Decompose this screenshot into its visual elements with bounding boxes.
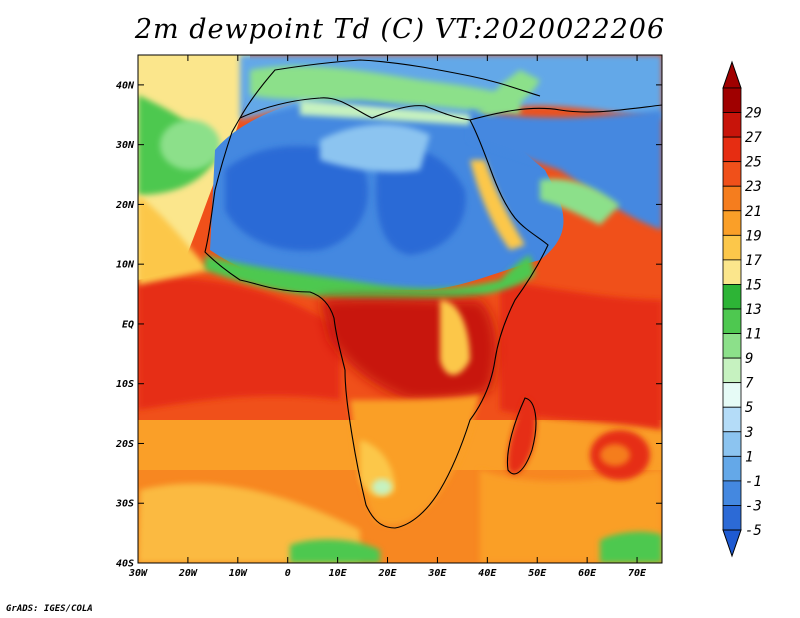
- lat-tick-label: 40S: [116, 559, 134, 570]
- colorbar-bottom-arrow: [722, 529, 742, 558]
- colorbar-label: -1: [745, 474, 762, 490]
- colorbar-swatch: [722, 259, 742, 285]
- colorbar-label: 11: [745, 327, 762, 343]
- lat-tick-label: 30S: [115, 499, 134, 510]
- colorbar-swatch: [722, 333, 742, 359]
- colorbar-label: 15: [745, 277, 762, 293]
- colorbar-swatch: [722, 112, 742, 138]
- lon-tick-label: 20E: [377, 568, 397, 579]
- lon-tick-label: 30E: [427, 568, 447, 579]
- colorbar-swatch: [722, 357, 742, 384]
- map-frame: [137, 54, 663, 564]
- colorbar-swatch: [722, 87, 742, 113]
- latitude-axis: 40N 30N 20N 10N EQ 10S 20S 30S 40S: [115, 80, 662, 570]
- lon-tick-label: 10E: [329, 568, 348, 579]
- lat-tick-label: 20N: [115, 200, 135, 211]
- lat-tick-label: 30N: [115, 140, 135, 151]
- lat-tick-label: 10S: [116, 379, 134, 390]
- colorbar-label: 3: [744, 425, 753, 441]
- colorbar-label: -3: [745, 498, 762, 514]
- lat-tick-label: 40N: [116, 80, 135, 91]
- longitude-axis: 30W 20W 10W 0 10E 20E 30E 40E 50E 60E 70E: [128, 55, 647, 579]
- colorbar-swatch: [722, 234, 742, 261]
- colorbar: 29 27 25 23 21 19 17 15 13 11 9 7 5 3 1 -1 -3 -5: [722, 60, 762, 558]
- colorbar-label: 1: [745, 449, 753, 465]
- colorbar-swatch: [722, 210, 742, 236]
- colorbar-swatch: [722, 431, 742, 457]
- colorbar-label: 21: [745, 204, 762, 220]
- lon-tick-label: 10W: [229, 568, 248, 579]
- colorbar-swatch: [722, 455, 742, 482]
- colorbar-swatch: [722, 136, 742, 163]
- lon-tick-label: 40E: [478, 568, 497, 579]
- colorbar-top-arrow: [722, 60, 742, 89]
- colorbar-swatch: [722, 284, 742, 310]
- colorbar-label: -5: [745, 523, 762, 539]
- colorbar-swatch: [722, 406, 742, 433]
- colorbar-label: 5: [745, 400, 753, 416]
- lat-tick-label: EQ: [122, 319, 134, 330]
- map-title: 2m dewpoint Td (C) VT:2020022206: [134, 14, 666, 45]
- dewpoint-field: [138, 55, 662, 563]
- colorbar-label: 13: [745, 302, 762, 318]
- lon-tick-label: 70E: [628, 568, 647, 579]
- lat-tick-label: 10N: [116, 260, 135, 271]
- lon-tick-label: 30W: [128, 568, 148, 579]
- colorbar-label: 17: [745, 253, 762, 269]
- lon-tick-label: 0: [285, 568, 291, 579]
- colorbar-swatch: [722, 185, 742, 212]
- colorbar-label: 27: [745, 130, 762, 146]
- colorbar-label: 7: [745, 376, 754, 392]
- footer-credit: GrADS: IGES/COLA: [6, 604, 93, 614]
- colorbar-swatch: [722, 161, 742, 187]
- colorbar-label: 9: [745, 351, 753, 367]
- coastline: [204, 59, 662, 529]
- colorbar-label: 19: [745, 228, 762, 244]
- colorbar-label: 29: [745, 106, 762, 122]
- colorbar-swatch: [722, 505, 742, 531]
- lon-tick-label: 50E: [528, 568, 547, 579]
- lon-tick-label: 20W: [178, 568, 198, 579]
- lat-tick-label: 20S: [115, 439, 134, 450]
- colorbar-label: 23: [745, 179, 762, 195]
- lon-tick-label: 60E: [578, 568, 597, 579]
- colorbar-swatch: [722, 480, 742, 506]
- colorbar-swatch: [722, 308, 742, 334]
- colorbar-swatch: [722, 382, 742, 408]
- colorbar-label: 25: [745, 155, 762, 171]
